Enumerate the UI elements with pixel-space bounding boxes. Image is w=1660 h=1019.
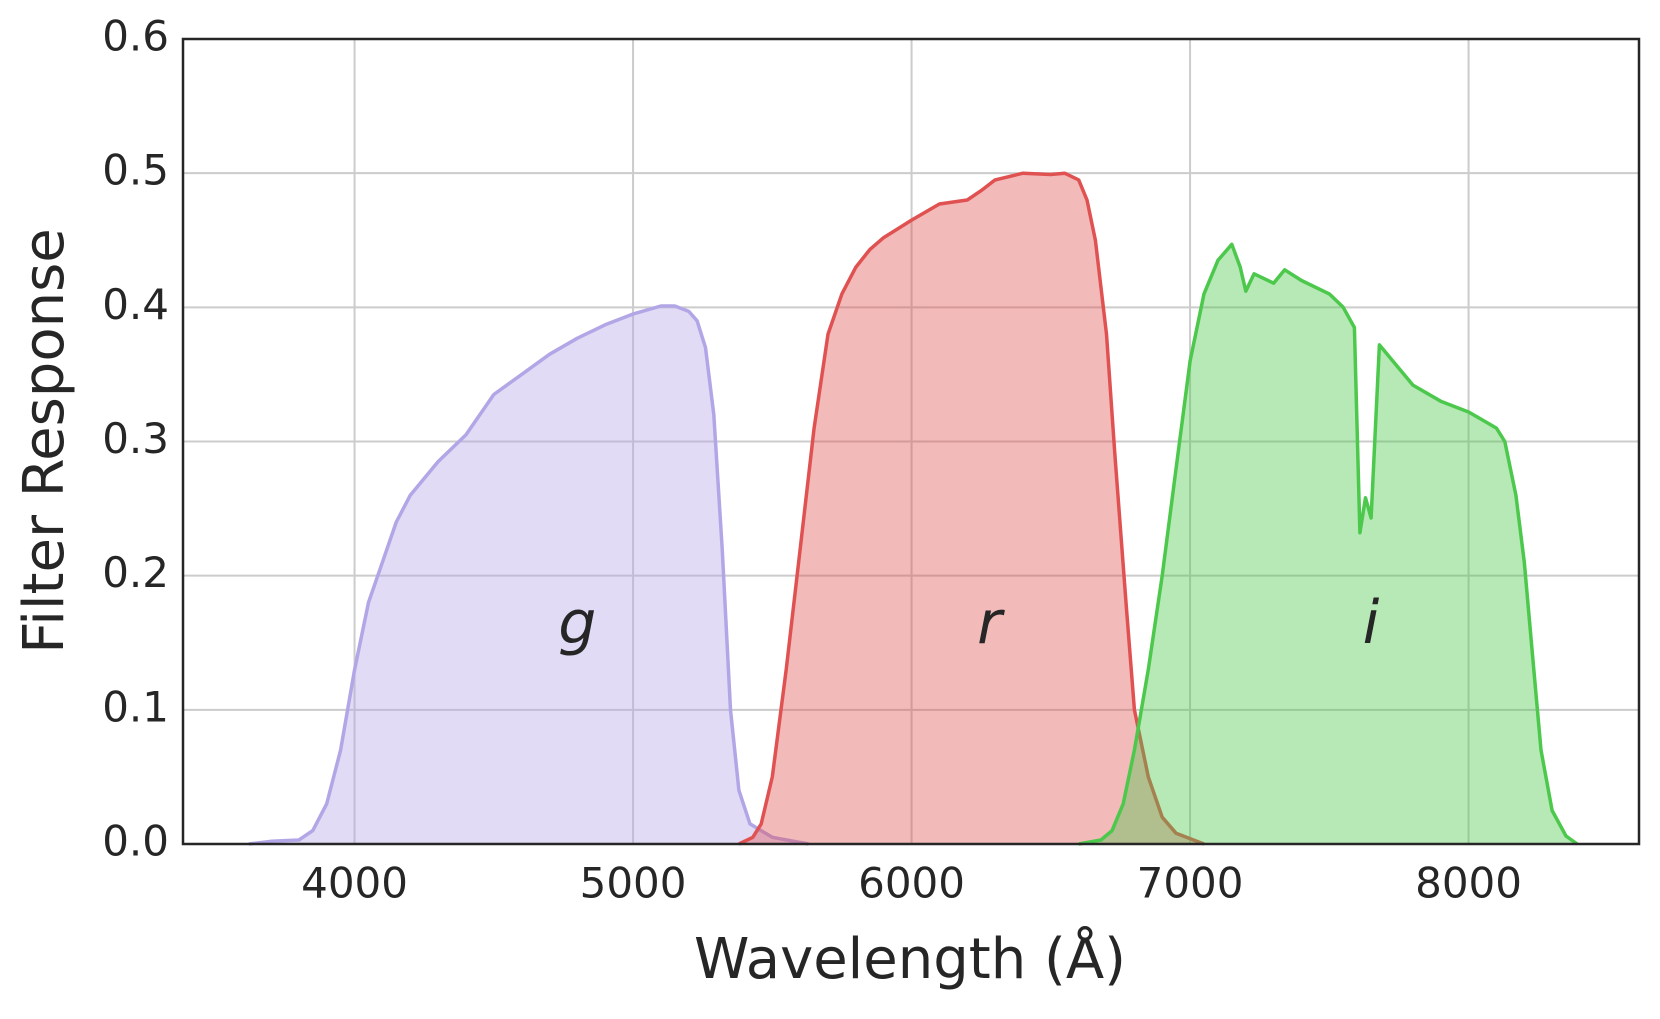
line bbox=[248, 304, 809, 846]
y-axis-label: Filter Response bbox=[12, 228, 77, 653]
area bbox=[1078, 244, 1578, 845]
y-tick-label: 0.4 bbox=[102, 280, 169, 329]
plot-frame bbox=[181, 37, 1641, 846]
series-label: g bbox=[558, 588, 596, 658]
x-tick-label: 7000 bbox=[1137, 859, 1244, 908]
x-axis-label: Wavelength (Å) bbox=[694, 926, 1126, 992]
y-tick-label: 0.5 bbox=[102, 146, 169, 195]
line bbox=[1078, 242, 1579, 846]
y-tick-label: 0.2 bbox=[102, 548, 169, 597]
x-tick-label: 6000 bbox=[858, 859, 965, 908]
series-label: i bbox=[1363, 588, 1380, 658]
y-tick-label: 0.0 bbox=[102, 817, 169, 866]
area bbox=[248, 306, 809, 844]
area bbox=[738, 173, 1204, 844]
y-tick-label: 0.6 bbox=[102, 12, 169, 61]
x-tick-label: 4000 bbox=[301, 859, 408, 908]
y-tick-label: 0.3 bbox=[102, 414, 169, 463]
x-tick-label: 5000 bbox=[580, 859, 687, 908]
line bbox=[738, 171, 1205, 846]
y-tick-label: 0.1 bbox=[102, 682, 169, 731]
series-label: r bbox=[977, 588, 1005, 658]
x-tick-label: 8000 bbox=[1415, 859, 1522, 908]
